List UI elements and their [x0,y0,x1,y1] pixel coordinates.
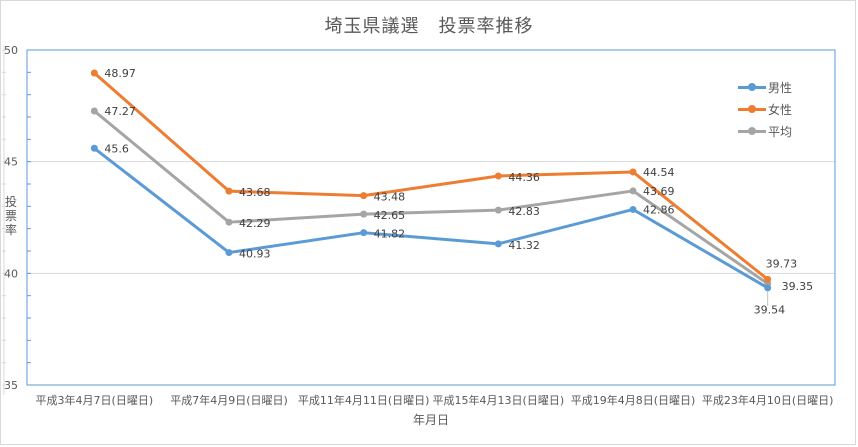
data-point [629,187,637,195]
data-point [360,210,368,218]
x-tick-label: 平成11年4月11日(日曜日) [298,393,430,407]
data-label: 43.48 [374,191,406,204]
legend-item: 平均 [738,120,792,142]
data-label: 41.82 [374,228,406,241]
x-tick-label: 平成15年4月13日(日曜日) [433,393,565,407]
data-label: 44.36 [508,171,540,184]
legend-line-marker-icon [738,127,766,135]
data-label: 42.65 [374,209,406,222]
data-label: 39.54 [754,304,786,317]
data-point [90,107,98,115]
data-point [225,249,233,257]
series-line-1 [93,71,769,281]
data-label: 44.54 [643,166,675,179]
data-label: 42.29 [239,217,271,230]
data-label: 45.6 [104,142,129,155]
legend-line-marker-icon [738,105,766,113]
y-tick-label: 40 [4,267,18,280]
legend-label: 男性 [768,80,793,95]
y-axis-title: 投 [5,194,17,209]
y-tick-label: 35 [4,379,18,392]
data-label: 42.83 [508,205,540,218]
legend: 男性 女性 平均 [738,76,792,142]
data-point [629,168,637,176]
data-point [360,229,368,237]
data-label: 43.69 [643,185,675,198]
legend-line-marker-icon [738,83,766,91]
data-label: 42.86 [643,203,675,216]
data-label: 39.73 [766,257,798,270]
data-point [629,205,637,213]
data-point [494,240,502,248]
data-point [494,172,502,180]
data-label: 47.27 [104,105,136,118]
legend-item: 男性 [738,76,792,98]
data-point [360,192,368,200]
data-point [764,275,772,283]
data-point [225,187,233,195]
series-line-0 [93,147,769,290]
data-label: 48.97 [104,67,136,80]
plot-border [26,49,836,386]
x-tick-label: 平成3年4月7日(日曜日) [36,393,154,407]
data-point [90,69,98,77]
x-tick-label: 平成7年4月9日(日曜日) [170,393,288,407]
data-point [764,284,772,292]
series-line-2 [93,109,769,285]
data-point [90,144,98,152]
y-tick-label: 50 [4,44,18,57]
legend-item: 女性 [738,98,792,120]
data-label: 39.35 [782,280,814,293]
x-tick-label: 平成19年4月8日(日曜日) [571,393,696,407]
data-point [494,206,502,214]
y-tick-label: 45 [4,156,18,169]
y-axis-title: 率 [5,222,17,237]
legend-label: 女性 [768,102,793,117]
chart-title: 埼玉県議選 投票率推移 [324,16,534,37]
data-label: 41.32 [508,239,540,252]
legend-label: 平均 [768,124,793,139]
data-label: 43.68 [239,186,271,199]
y-axis-title: 票 [5,209,17,223]
x-tick-label: 平成23年4月10日(日曜日) [702,393,834,407]
data-point [225,218,233,226]
data-label: 40.93 [239,248,271,261]
x-axis-title: 年月日 [413,413,449,427]
